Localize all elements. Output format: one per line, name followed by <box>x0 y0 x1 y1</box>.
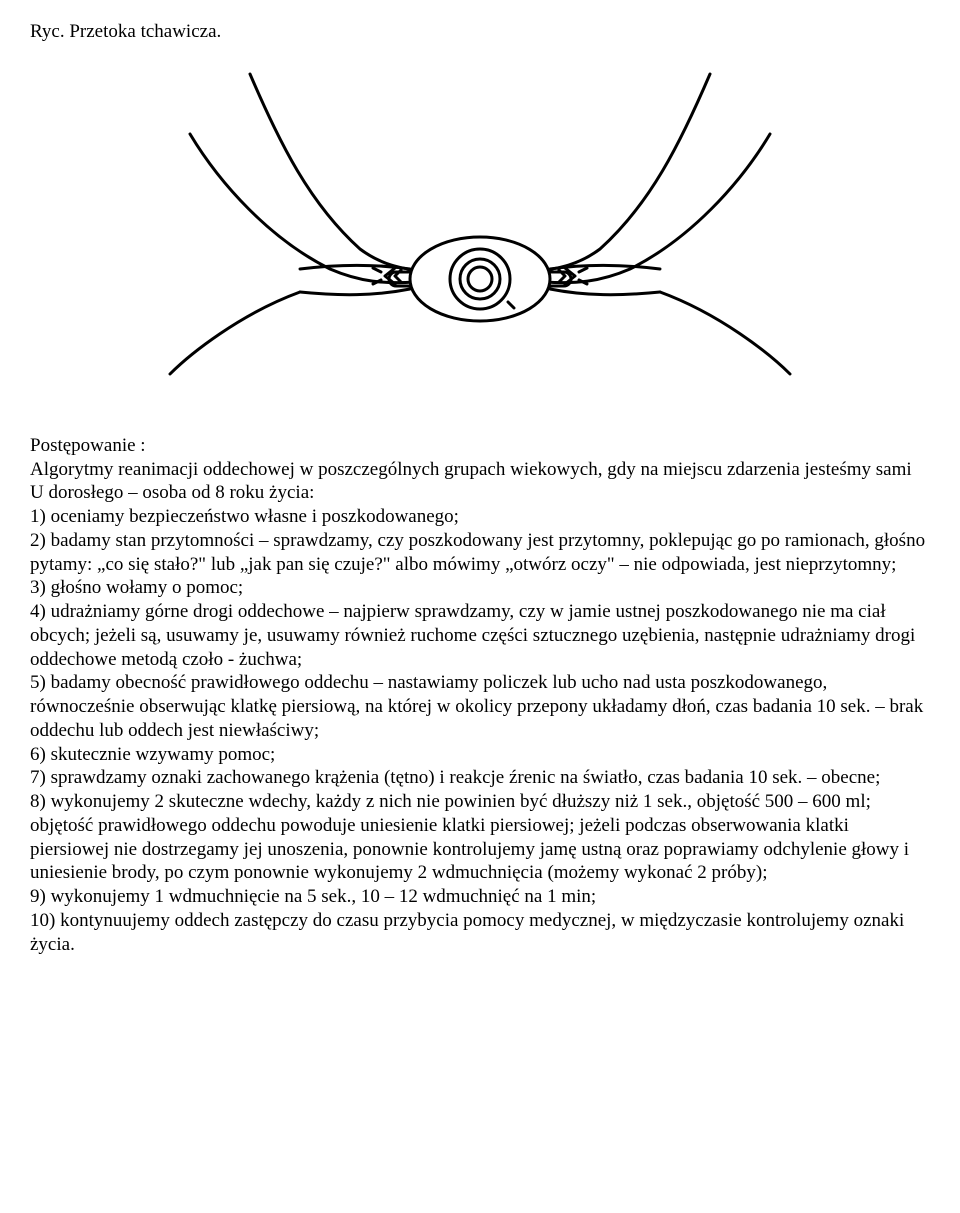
heading: Postępowanie : <box>30 434 930 458</box>
step-7: 7) sprawdzamy oznaki zachowanego krążeni… <box>30 766 930 790</box>
figure-caption: Ryc. Przetoka tchawicza. <box>30 20 930 44</box>
step-3: 3) głośno wołamy o pomoc; <box>30 576 930 600</box>
step-6: 6) skutecznie wzywamy pomoc; <box>30 743 930 767</box>
step-4: 4) udrażniamy górne drogi oddechowe – na… <box>30 600 930 671</box>
step-1: 1) oceniamy bezpieczeństwo własne i posz… <box>30 505 930 529</box>
body-text: Postępowanie : Algorytmy reanimacji odde… <box>30 434 930 957</box>
step-8: 8) wykonujemy 2 skuteczne wdechy, każdy … <box>30 790 930 885</box>
step-2: 2) badamy stan przytomności – sprawdzamy… <box>30 529 930 577</box>
step-9: 9) wykonujemy 1 wdmuchnięcie na 5 sek., … <box>30 885 930 909</box>
figure-container <box>30 64 930 404</box>
intro-line-2: U dorosłego – osoba od 8 roku życia: <box>30 481 930 505</box>
step-10: 10) kontynuujemy oddech zastępczy do cza… <box>30 909 930 957</box>
tracheostomy-illustration <box>130 64 830 404</box>
step-5: 5) badamy obecność prawidłowego oddechu … <box>30 671 930 742</box>
intro-line-1: Algorytmy reanimacji oddechowej w poszcz… <box>30 458 930 482</box>
